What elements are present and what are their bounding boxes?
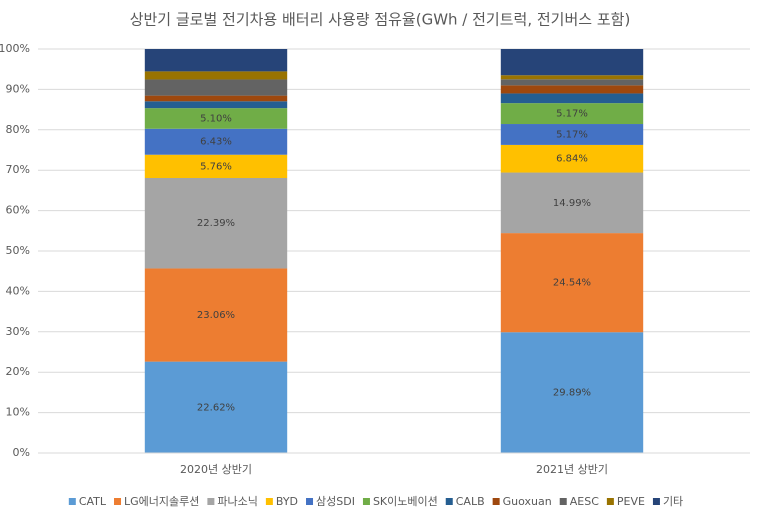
bar-segment — [500, 332, 644, 453]
bar-segment — [500, 79, 644, 86]
bar-segment — [144, 101, 288, 109]
data-label: 24.54% — [553, 278, 591, 289]
legend-label: 파나소닉 — [217, 495, 257, 508]
y-tick-label: 70% — [6, 163, 30, 176]
bar-segment — [500, 172, 644, 234]
bar-segment — [144, 108, 288, 129]
data-label: 5.17% — [556, 129, 588, 140]
legend-label: AESC — [570, 495, 599, 508]
y-tick-label: 40% — [6, 284, 30, 297]
bar-segment — [144, 154, 288, 178]
legend-swatch — [207, 498, 215, 505]
bar-segment — [500, 49, 644, 76]
legend-label: PEVE — [617, 495, 645, 508]
y-tick-label: 0% — [13, 446, 30, 459]
legend-label: Guoxuan — [503, 495, 552, 508]
data-label: 5.76% — [200, 161, 232, 172]
legend-swatch — [445, 498, 453, 505]
y-tick-label: 90% — [6, 82, 30, 95]
legend-swatch — [606, 498, 614, 505]
legend-swatch — [362, 498, 370, 505]
legend-label: 삼성SDI — [316, 495, 355, 508]
legend-swatch — [306, 498, 314, 505]
bar-segment — [144, 128, 288, 155]
x-tick-label: 2021년 상반기 — [536, 463, 608, 476]
bar-segment — [500, 124, 644, 145]
legend-swatch — [265, 498, 273, 505]
legend-label: LG에너지솔루션 — [124, 495, 199, 508]
data-label: 6.84% — [556, 154, 588, 165]
legend-swatch — [68, 498, 76, 505]
y-tick-label: 100% — [0, 42, 30, 55]
data-label: 14.99% — [553, 198, 591, 209]
legend-swatch — [559, 498, 567, 505]
bar-segment — [144, 177, 288, 269]
data-label: 6.43% — [200, 137, 232, 148]
bar-segment — [500, 103, 644, 125]
legend-label: BYD — [276, 495, 298, 508]
data-label: 22.39% — [197, 218, 235, 229]
bar-segment — [500, 75, 644, 80]
y-tick-label: 30% — [6, 325, 30, 338]
bar-segment — [500, 93, 644, 104]
data-label: 5.10% — [200, 113, 232, 124]
legend-swatch — [492, 498, 500, 505]
legend-label: SK이노베이션 — [373, 495, 438, 508]
y-tick-label: 80% — [6, 123, 30, 136]
bar-segment — [144, 95, 288, 102]
data-label: 5.17% — [556, 109, 588, 120]
data-label: 29.89% — [553, 388, 591, 399]
bar-segment — [500, 85, 644, 94]
bar-segment — [144, 79, 288, 96]
legend-label: 기타 — [663, 495, 683, 508]
bar-segment — [144, 268, 288, 362]
y-tick-label: 60% — [6, 204, 30, 217]
bar-segment — [144, 361, 288, 453]
data-label: 22.62% — [197, 402, 235, 413]
legend-label: CATL — [79, 495, 107, 508]
chart-title: 상반기 글로벌 전기차용 배터리 사용량 점유율(GWh / 전기트럭, 전기버… — [130, 11, 631, 29]
y-tick-label: 20% — [6, 365, 30, 378]
bar-segment — [500, 144, 644, 173]
legend-label: CALB — [456, 495, 485, 508]
bar-segment — [144, 71, 288, 80]
legend-swatch — [652, 498, 660, 505]
bar-segment — [500, 233, 644, 333]
y-tick-label: 50% — [6, 244, 30, 257]
y-tick-label: 10% — [6, 406, 30, 419]
bar-segment — [144, 49, 288, 72]
legend-swatch — [114, 498, 122, 505]
x-tick-label: 2020년 상반기 — [180, 463, 252, 476]
data-label: 23.06% — [197, 310, 235, 321]
